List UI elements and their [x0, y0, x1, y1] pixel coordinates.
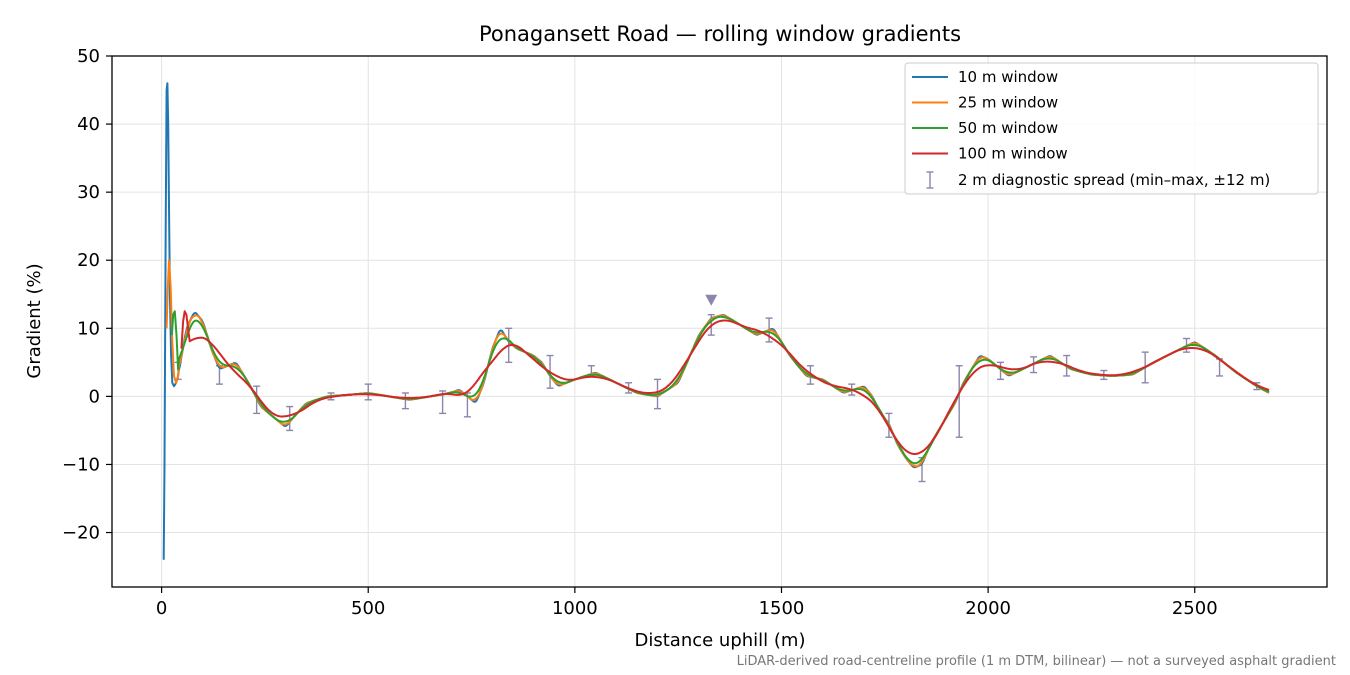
- legend-label-50m: 50 m window: [958, 119, 1058, 137]
- x-tick-label: 0: [156, 598, 167, 619]
- x-tick-label: 2500: [1172, 598, 1218, 619]
- x-axis-label: Distance uphill (m): [635, 630, 806, 651]
- y-tick-label: 20: [77, 250, 100, 271]
- x-tick-label: 1500: [759, 598, 805, 619]
- legend-label-spread: 2 m diagnostic spread (min–max, ±12 m): [958, 171, 1270, 189]
- footnote: LiDAR-derived road-centreline profile (1…: [737, 654, 1336, 669]
- spread-bar: [401, 392, 409, 410]
- axis-ticks: 0 500 1000 1500 2000 2500 −20 −10 0 10 20 30 40 50: [62, 46, 1218, 619]
- legend-label-100m: 100 m window: [958, 145, 1068, 163]
- chart-title: Ponagansett Road — rolling window gradie…: [479, 22, 961, 46]
- y-tick-label: 10: [77, 318, 100, 339]
- y-tick-label: −10: [62, 454, 100, 475]
- legend-label-25m: 25 m window: [958, 94, 1058, 112]
- spread-bar: [286, 405, 294, 432]
- y-tick-label: 0: [89, 386, 100, 407]
- legend-label-10m: 10 m window: [958, 68, 1058, 86]
- plot-frame: [111, 55, 1328, 588]
- y-tick-label: 40: [77, 114, 100, 135]
- spread-bar: [997, 361, 1005, 381]
- legend: 10 m window 25 m window 50 m window 100 m w…: [904, 62, 1319, 195]
- x-tick-label: 500: [351, 598, 385, 619]
- spread-bar: [955, 365, 963, 438]
- max-gradient-marker: [705, 294, 718, 306]
- y-tick-label: −20: [62, 523, 100, 544]
- y-tick-label: 30: [77, 182, 100, 203]
- series-line-100m: [180, 310, 1270, 455]
- y-tick-label: 50: [77, 46, 100, 67]
- highlight-marker-layer: [705, 294, 718, 306]
- legend-box: [904, 62, 1319, 195]
- x-tick-label: 2000: [965, 598, 1011, 619]
- x-tick-label: 1000: [552, 598, 598, 619]
- y-axis-label: Gradient (%): [24, 263, 45, 378]
- spread-bar: [364, 383, 372, 401]
- legend-swatch-spread: [926, 171, 934, 189]
- series-lines: [162, 82, 1270, 560]
